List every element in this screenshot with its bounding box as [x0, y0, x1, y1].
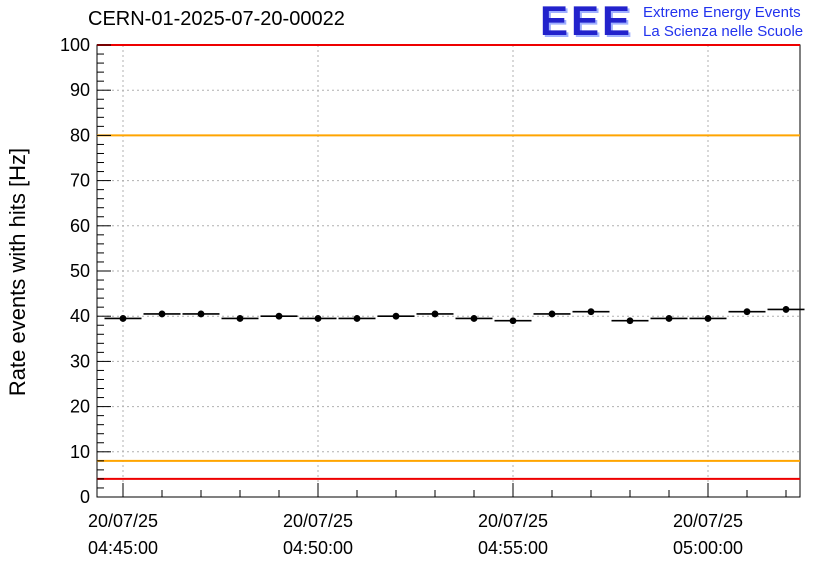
y-tick-label: 0: [80, 487, 90, 507]
data-point-marker: [158, 310, 166, 318]
data-point-marker: [626, 317, 634, 325]
data-point-marker: [704, 315, 712, 322]
x-tick-label-time: 05:00:00: [673, 538, 743, 558]
eee-logo-text: Extreme Energy Events La Scienza nelle S…: [643, 4, 803, 42]
data-point-marker: [197, 310, 205, 318]
y-tick-label: 30: [70, 351, 90, 371]
y-tick-label: 90: [70, 80, 90, 100]
data-point-marker: [275, 312, 283, 320]
data-point-marker: [782, 306, 790, 313]
data-point-marker: [587, 308, 595, 316]
x-tick-label-time: 04:50:00: [283, 538, 353, 558]
x-tick-label-time: 04:45:00: [88, 538, 158, 558]
y-tick-label: 100: [60, 35, 90, 55]
eee-logo-line2: La Scienza nelle Scuole: [643, 22, 804, 40]
data-point-marker: [509, 317, 517, 325]
data-point-marker: [548, 310, 556, 318]
x-tick-label-time: 04:55:00: [478, 538, 548, 558]
eee-logo: EEE Extreme Energy Events La Scienza nel…: [540, 0, 803, 42]
eee-logo-acronym: EEE: [540, 0, 634, 44]
data-point-marker: [470, 315, 478, 322]
x-tick-label-date: 20/07/25: [88, 511, 158, 531]
y-tick-label: 80: [70, 125, 90, 145]
y-tick-label: 70: [70, 171, 90, 191]
y-tick-label: 50: [70, 261, 90, 281]
data-point-marker: [119, 315, 127, 322]
data-point-marker: [392, 312, 400, 320]
y-tick-label: 40: [70, 306, 90, 326]
data-point-marker: [236, 315, 244, 322]
x-tick-label-date: 20/07/25: [478, 511, 548, 531]
y-tick-label: 10: [70, 442, 90, 462]
y-tick-label: 60: [70, 216, 90, 236]
data-point-marker: [431, 310, 439, 318]
data-point-marker: [665, 315, 673, 322]
y-tick-label: 20: [70, 397, 90, 417]
chart-title: CERN-01-2025-07-20-00022: [88, 8, 345, 30]
data-point-marker: [314, 315, 322, 322]
x-tick-label-date: 20/07/25: [283, 511, 353, 531]
x-tick-label-date: 20/07/25: [673, 511, 743, 531]
data-point-marker: [743, 308, 751, 316]
eee-logo-line1: Extreme Energy Events: [643, 4, 801, 21]
data-point-marker: [353, 315, 361, 322]
